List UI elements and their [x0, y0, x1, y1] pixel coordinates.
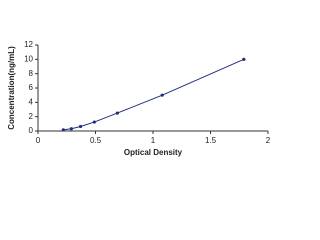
x-axis-label: Optical Density — [124, 148, 183, 157]
y-axis-label: Concentration(ng/mL) — [7, 46, 16, 130]
x-tick-label: 0 — [36, 136, 41, 145]
point — [92, 120, 96, 124]
point — [61, 128, 65, 132]
y-tick-label: 12 — [24, 40, 33, 49]
page: Optical Density Concentration(ng/mL) 0 2 4… — [7, 40, 271, 158]
point — [69, 127, 73, 131]
y-tick-label: 8 — [29, 69, 34, 78]
point — [115, 111, 119, 115]
y-tick-label: 10 — [24, 54, 33, 63]
y-tick-label: 4 — [29, 97, 34, 106]
x-tick-label: 1 — [151, 136, 156, 145]
point — [242, 57, 246, 61]
y-tick-label: 0 — [29, 126, 34, 135]
x-tick-label: 2 — [266, 136, 271, 145]
y-tick-label: 2 — [29, 112, 34, 121]
chart: Optical Density Concentration(ng/mL) 0 2 4… — [7, 40, 271, 158]
y-tick-label: 6 — [29, 83, 34, 92]
point — [78, 124, 83, 129]
x-tick-label: 1.5 — [205, 136, 217, 145]
point — [160, 93, 164, 97]
x-tick-label: 0.5 — [90, 136, 102, 145]
